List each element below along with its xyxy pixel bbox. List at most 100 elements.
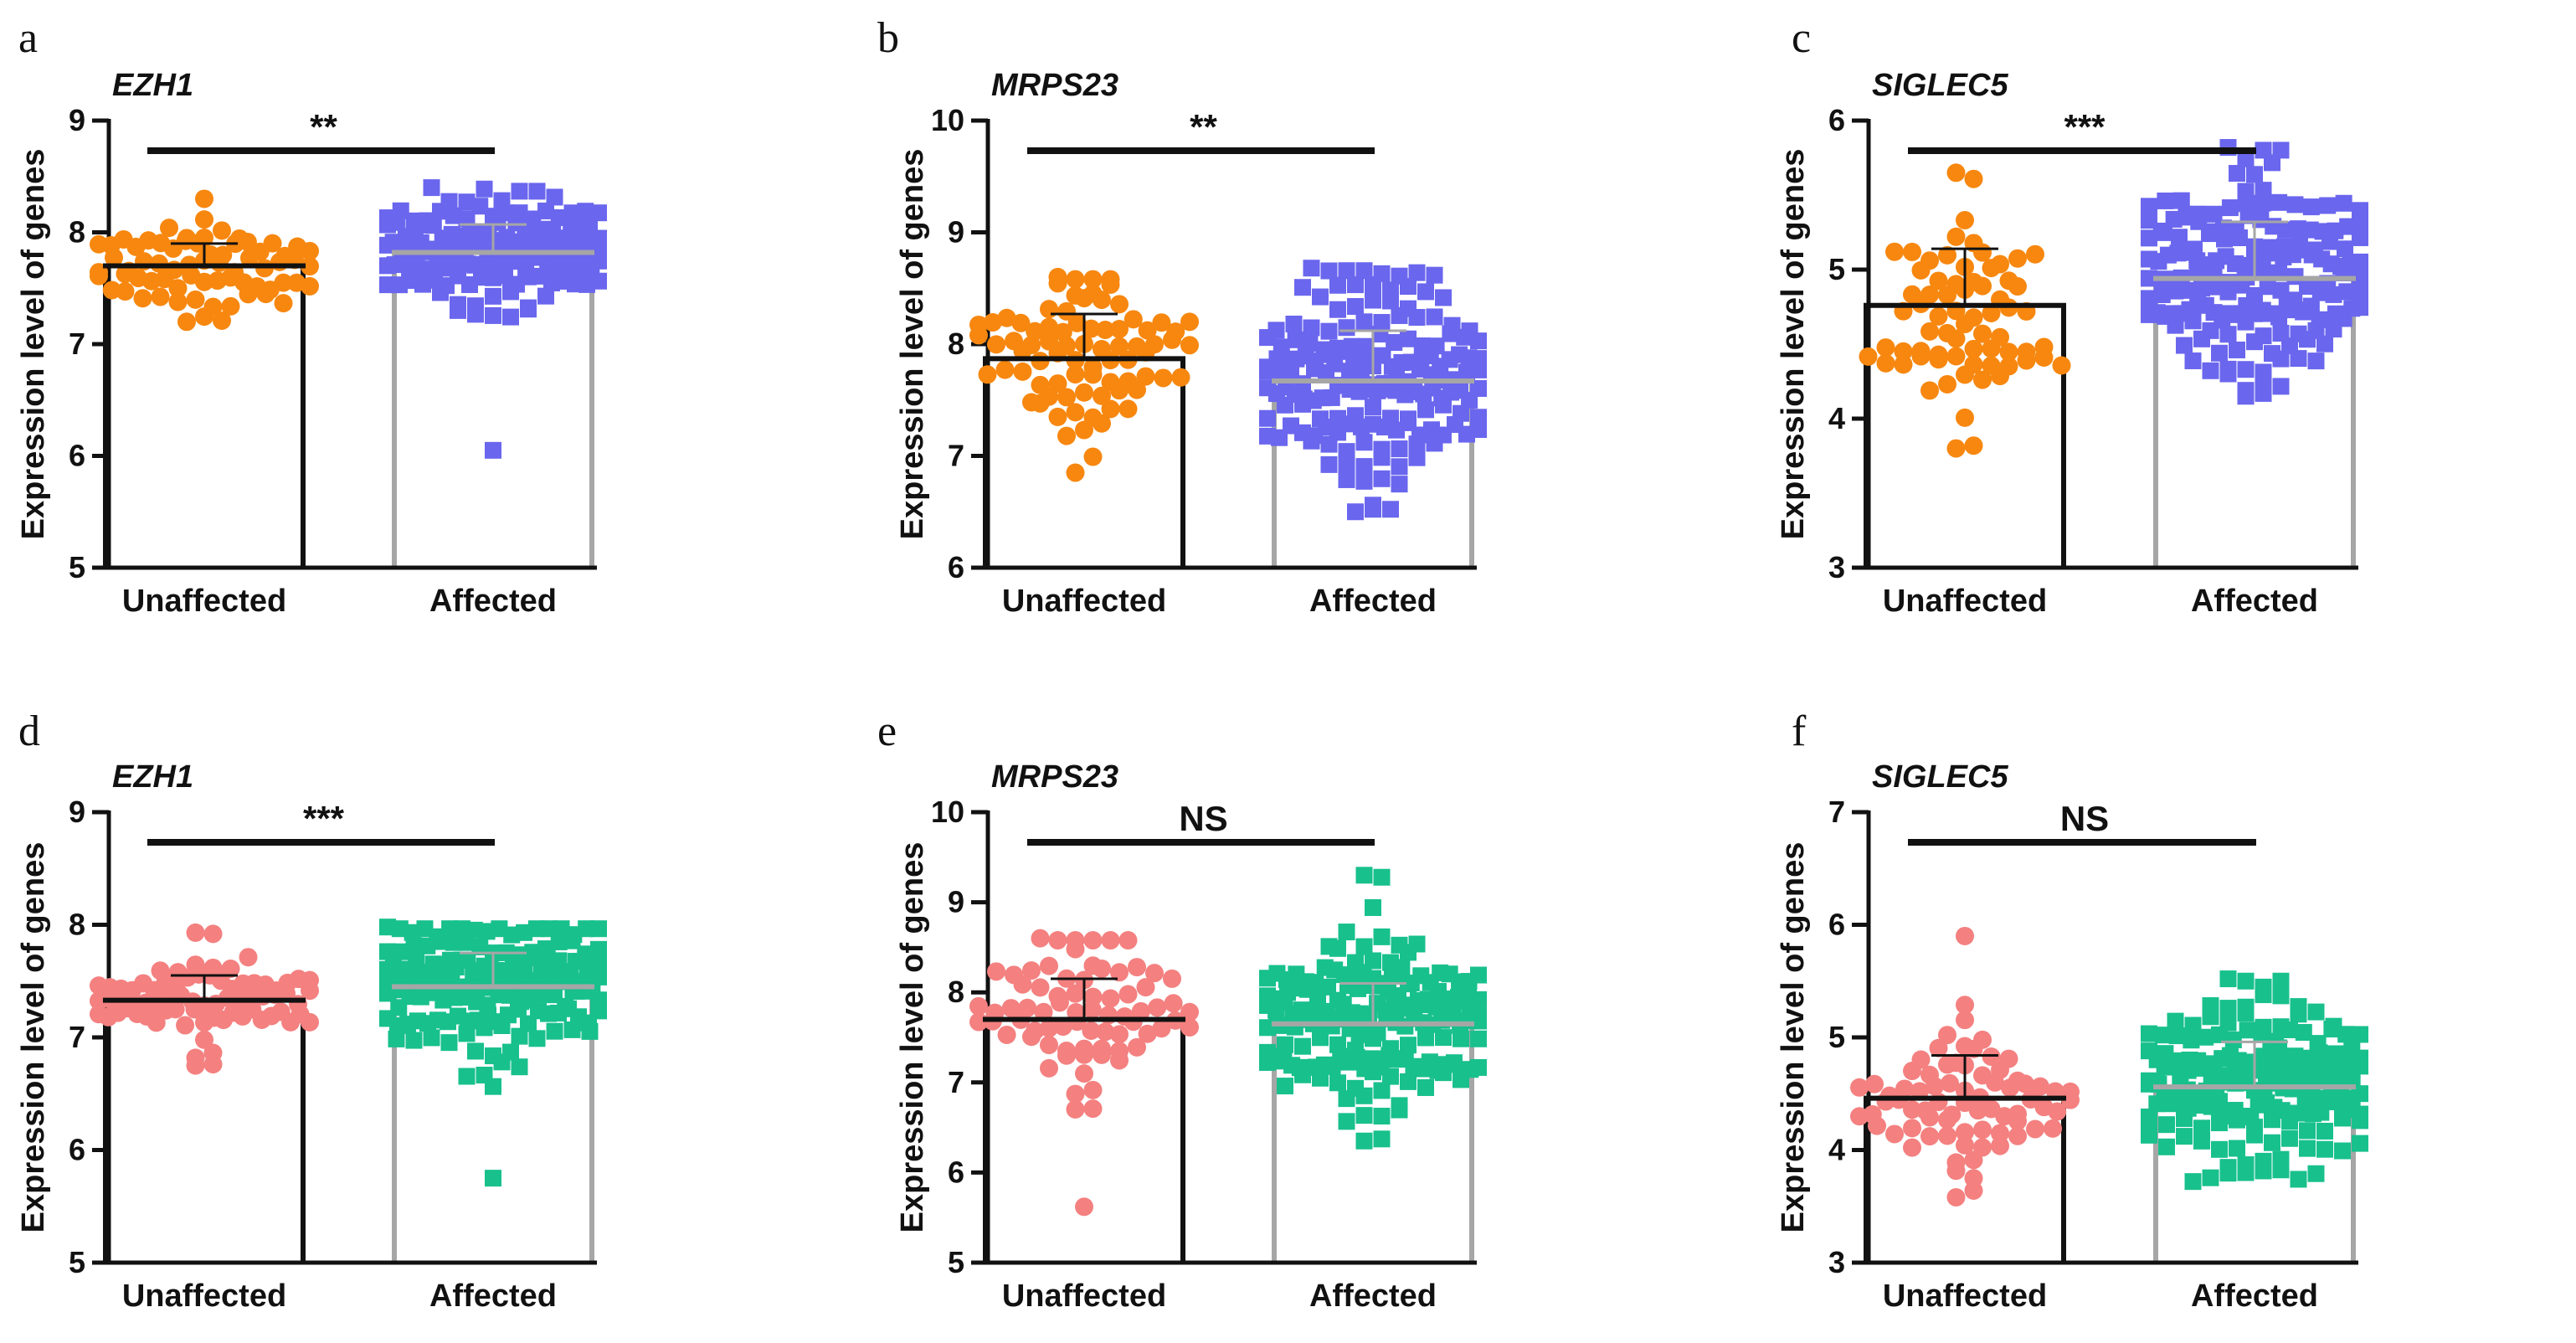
data-point (1128, 1037, 1146, 1057)
gene-title: EZH1 (112, 759, 193, 795)
data-point (520, 299, 537, 316)
data-point (1066, 1084, 1085, 1104)
y-tick-label: 5 (1828, 252, 1845, 286)
data-point (1382, 501, 1399, 518)
data-point (577, 203, 594, 220)
data-point (1435, 1029, 1452, 1047)
data-point (1470, 966, 1487, 984)
x-category-label: Affected (429, 1279, 557, 1314)
data-point (2202, 1169, 2219, 1186)
data-point (1320, 455, 1338, 473)
data-point (2184, 1173, 2202, 1191)
y-tick-label: 3 (1828, 1245, 1845, 1279)
data-point (1110, 295, 1129, 314)
data-point (1048, 931, 1067, 950)
data-point (524, 944, 542, 961)
data-point (176, 1016, 195, 1035)
data-point (1329, 339, 1346, 357)
data-point (2202, 997, 2219, 1015)
data-point (1040, 1036, 1058, 1055)
data-point (2254, 261, 2271, 279)
data-point (1373, 1108, 1391, 1125)
data-point (1470, 409, 1487, 426)
data-point (511, 1027, 528, 1045)
data-point (983, 313, 1002, 332)
data-point (1026, 1021, 1045, 1041)
data-point (1355, 458, 1373, 476)
data-point (405, 1032, 423, 1049)
data-point (2309, 1035, 2327, 1052)
data-point (2307, 1165, 2325, 1182)
data-point (1373, 265, 1391, 282)
data-point (2048, 1102, 2067, 1121)
data-point (1435, 289, 1452, 306)
data-point (467, 297, 484, 315)
data-point (1876, 353, 1895, 373)
y-tick-label: 8 (948, 327, 964, 361)
x-category-label: Affected (2191, 1279, 2318, 1314)
y-tick-label: 4 (1828, 401, 1845, 435)
data-point (1320, 262, 1338, 280)
data-point (1408, 449, 1426, 466)
data-point (2255, 182, 2272, 199)
data-point (467, 1042, 484, 1060)
data-point (590, 940, 607, 958)
data-point (2176, 1128, 2193, 1145)
data-point (2276, 238, 2293, 255)
data-point (1400, 330, 1417, 347)
data-point (1093, 1039, 1111, 1058)
data-point (1946, 163, 1966, 183)
data-point (1110, 1042, 1129, 1061)
data-point (1040, 317, 1058, 337)
data-point (2285, 291, 2303, 309)
bar-unaffected (90, 923, 319, 1263)
data-point (2237, 361, 2255, 378)
data-point (213, 245, 233, 265)
data-point (1355, 867, 1373, 884)
data-point (1400, 1073, 1417, 1090)
data-point (1373, 928, 1391, 945)
data-point (1929, 1093, 1948, 1112)
data-point (1929, 1038, 1948, 1057)
data-point (102, 280, 121, 300)
data-point (2219, 326, 2237, 343)
data-point (1329, 1074, 1346, 1092)
data-point (1338, 924, 1355, 941)
gene-title: EZH1 (112, 68, 193, 103)
data-point (577, 945, 594, 963)
data-point (1391, 267, 1408, 285)
data-point (502, 308, 519, 326)
data-point (1294, 375, 1311, 393)
data-point (2229, 165, 2245, 183)
data-point (590, 920, 607, 938)
data-point (1347, 297, 1364, 315)
data-point (2270, 193, 2288, 211)
data-point (1096, 321, 1115, 340)
panel-d: d EZH1 Expression level of genes 5 6 7 8 9 Unaff… (16, 708, 607, 1314)
data-point (1083, 931, 1103, 950)
data-point (1999, 1049, 2018, 1068)
significance-label: NS (1179, 799, 1227, 838)
data-point (1946, 1153, 1966, 1172)
data-point (301, 1012, 319, 1032)
data-point (1973, 1138, 1992, 1157)
data-point (1920, 1065, 1939, 1084)
x-category-label: Affected (429, 584, 557, 619)
bar-affected (1259, 260, 1487, 568)
data-point (1329, 276, 1346, 294)
data-point (1075, 1064, 1093, 1083)
data-point (476, 1067, 493, 1084)
data-point (2189, 205, 2207, 223)
data-point (203, 958, 223, 977)
data-point (274, 294, 293, 313)
data-point (1365, 399, 1381, 416)
data-point (1470, 350, 1487, 368)
data-point (1083, 987, 1103, 1006)
data-point (2338, 283, 2356, 301)
data-point (1391, 458, 1408, 476)
data-point (1386, 334, 1403, 352)
data-point (1470, 991, 1487, 1008)
data-point (1903, 242, 1921, 261)
data-point (1338, 319, 1355, 337)
data-point (2026, 244, 2044, 264)
